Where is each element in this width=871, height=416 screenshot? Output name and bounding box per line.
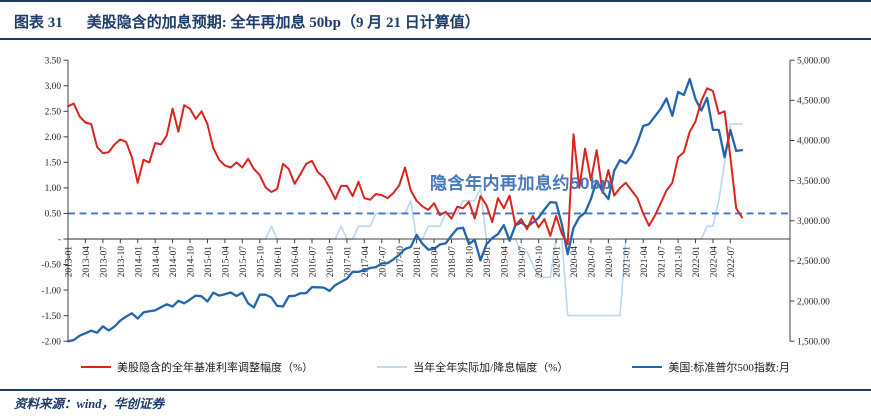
svg-text:2020-07: 2020-07: [588, 246, 598, 278]
chart-annotation: 隐含年内再加息约50bp: [430, 174, 612, 193]
svg-text:2021-07: 2021-07: [657, 246, 667, 278]
svg-text:2,500.00: 2,500.00: [797, 257, 830, 267]
svg-text:4,000.00: 4,000.00: [797, 137, 830, 147]
legend-label: 美国:标准普尔500指数:月: [668, 362, 790, 374]
svg-text:2016-10: 2016-10: [326, 246, 336, 278]
svg-text:2022-04: 2022-04: [710, 246, 720, 278]
figure-title: 美股隐含的加息预期: 全年再加息 50bp（9 月 21 日计算值）: [86, 15, 480, 31]
svg-text:1.50: 1.50: [45, 159, 62, 169]
svg-text:2013-10: 2013-10: [117, 246, 127, 278]
svg-text:5,000.00: 5,000.00: [797, 56, 830, 66]
svg-text:2018-01: 2018-01: [413, 246, 423, 278]
svg-text:2013-04: 2013-04: [82, 246, 92, 278]
title-rule: [0, 38, 871, 40]
svg-text:2017-04: 2017-04: [361, 246, 371, 278]
svg-text:2021-04: 2021-04: [640, 246, 650, 278]
svg-text:2013-01: 2013-01: [65, 246, 75, 278]
legend-swatch-actual-rate-line: [377, 365, 408, 369]
series-line-sp500: [66, 77, 744, 343]
svg-text:4,500.00: 4,500.00: [797, 97, 830, 107]
svg-text:2015-07: 2015-07: [239, 246, 249, 278]
svg-text:2014-10: 2014-10: [187, 246, 197, 278]
legend-item-implied-rate: 美股隐含的全年基准利率调整幅度（%）: [80, 359, 314, 375]
svg-text:2018-04: 2018-04: [431, 246, 441, 278]
svg-text:2015-01: 2015-01: [204, 246, 214, 278]
series-line-implied-rate: [67, 87, 743, 246]
legend-item-sp500: 美国:标准普尔500指数:月: [632, 359, 790, 375]
svg-text:-0.50: -0.50: [41, 261, 61, 271]
svg-text:2018-07: 2018-07: [448, 246, 458, 278]
svg-text:2016-07: 2016-07: [309, 246, 319, 278]
svg-text:2019-07: 2019-07: [518, 246, 528, 278]
svg-text:3,500.00: 3,500.00: [797, 177, 830, 187]
svg-text:2021-01: 2021-01: [622, 246, 632, 278]
svg-text:1,500.00: 1,500.00: [797, 337, 830, 347]
svg-text:2017-07: 2017-07: [378, 246, 388, 278]
legend-item-actual-rate: 当年全年实际加/降息幅度（%）: [377, 359, 568, 375]
svg-text:2020-10: 2020-10: [605, 246, 615, 278]
svg-text:2020-01: 2020-01: [553, 246, 563, 278]
legend-label: 当年全年实际加/降息幅度（%）: [413, 362, 569, 374]
chart-area: 3.50 3.00 2.50 2.00 1.50 1.00 0.50 - -0.50 -1.00 -…: [0, 55, 871, 360]
chart-canvas: 3.50 3.00 2.50 2.00 1.50 1.00 0.50 - -0.50 -1.00 -…: [41, 56, 830, 347]
svg-text:2.00: 2.00: [45, 133, 62, 143]
svg-text:-1.00: -1.00: [41, 286, 61, 296]
svg-text:2022-01: 2022-01: [692, 246, 702, 278]
svg-text:-: -: [58, 235, 61, 245]
svg-text:-2.00: -2.00: [41, 337, 61, 347]
top-rule: [0, 0, 871, 2]
svg-text:-1.50: -1.50: [41, 312, 61, 322]
legend-swatch-implied-rate-line: [80, 365, 111, 369]
svg-text:2.50: 2.50: [45, 107, 62, 117]
source-note: 资料来源：wind，华创证券: [14, 397, 165, 411]
svg-text:2017-01: 2017-01: [343, 246, 353, 278]
svg-text:1.00: 1.00: [45, 184, 62, 194]
series-line-actual-rate: [67, 123, 743, 317]
svg-text:2016-04: 2016-04: [291, 246, 301, 278]
figure-header: 图表 31 美股隐含的加息预期: 全年再加息 50bp（9 月 21 日计算值）: [14, 11, 480, 32]
svg-text:2016-01: 2016-01: [274, 246, 284, 278]
svg-text:2015-04: 2015-04: [221, 246, 231, 278]
svg-text:2015-10: 2015-10: [256, 246, 266, 278]
svg-text:2020-04: 2020-04: [570, 246, 580, 278]
figure-label: 图表 31: [14, 15, 63, 31]
svg-text:2017-10: 2017-10: [396, 246, 406, 278]
svg-text:3.00: 3.00: [45, 82, 62, 92]
svg-text:2014-07: 2014-07: [169, 246, 179, 278]
chart-legend: 美股隐含的全年基准利率调整幅度（%） 当年全年实际加/降息幅度（%） 美国:标准…: [0, 359, 871, 375]
svg-text:2019-04: 2019-04: [500, 246, 510, 278]
svg-text:3.50: 3.50: [45, 56, 62, 66]
svg-text:2014-01: 2014-01: [134, 246, 144, 278]
svg-text:2,000.00: 2,000.00: [797, 297, 830, 307]
footer-rule: [0, 389, 871, 391]
svg-text:0.50: 0.50: [45, 210, 62, 220]
svg-text:2018-10: 2018-10: [466, 246, 476, 278]
svg-text:2019-10: 2019-10: [535, 246, 545, 278]
svg-text:3,000.00: 3,000.00: [797, 217, 830, 227]
svg-text:2019-01: 2019-01: [483, 246, 493, 278]
svg-text:2013-07: 2013-07: [99, 246, 109, 278]
legend-label: 美股隐含的全年基准利率调整幅度（%）: [116, 362, 314, 374]
svg-text:2021-10: 2021-10: [675, 246, 685, 278]
svg-text:2022-07: 2022-07: [727, 246, 737, 278]
legend-swatch-sp500-line: [632, 365, 663, 369]
svg-text:2014-04: 2014-04: [152, 246, 162, 278]
